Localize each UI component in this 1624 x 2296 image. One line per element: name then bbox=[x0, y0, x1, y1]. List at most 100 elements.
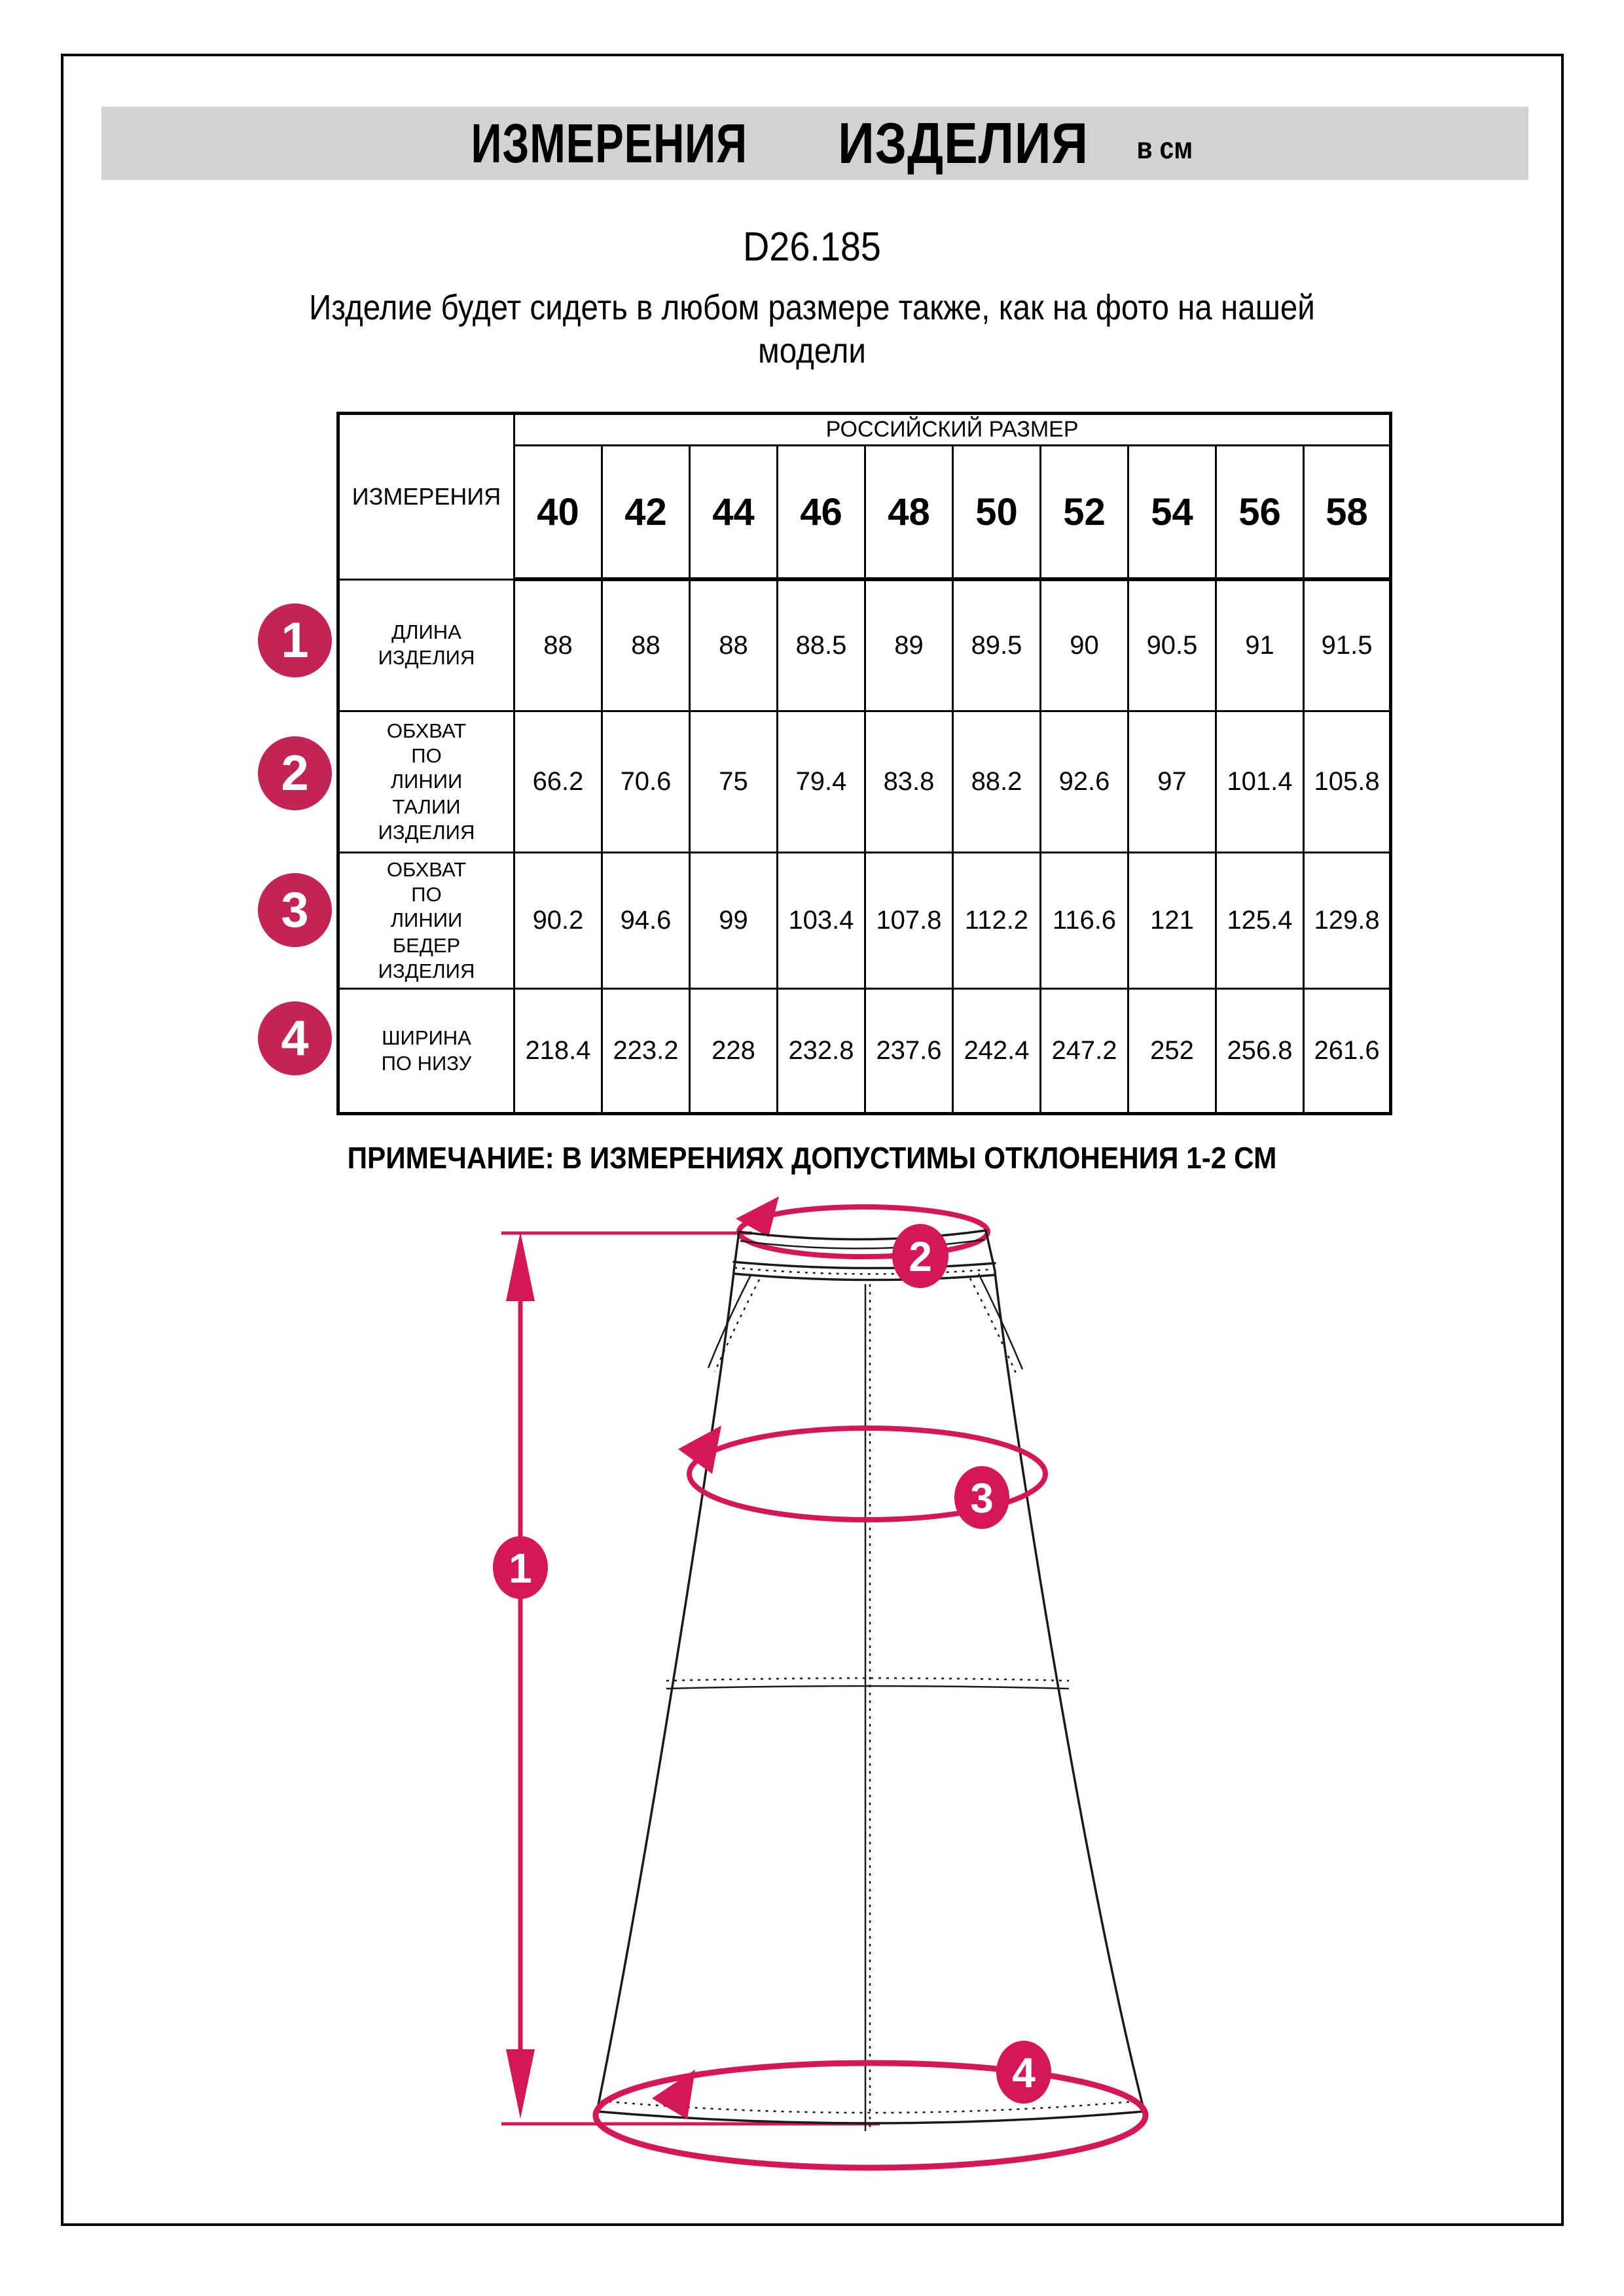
row-marker-4: 4 bbox=[258, 1001, 332, 1075]
value-cell: 237.6 bbox=[864, 988, 954, 1115]
value-cell: 94.6 bbox=[601, 852, 691, 990]
row-marker-3: 3 bbox=[258, 873, 332, 947]
value-cell: 218.4 bbox=[513, 988, 603, 1115]
size-cell: 50 bbox=[952, 444, 1041, 581]
size-cell: 46 bbox=[776, 444, 866, 581]
value-cell: 97 bbox=[1127, 710, 1217, 853]
tolerance-note: ПРИМЕЧАНИЕ: В ИЗМЕРЕНИЯХ ДОПУСТИМЫ ОТКЛО… bbox=[347, 1141, 1277, 1175]
measurements-table: ИЗМЕРЕНИЯ РОССИЙСКИЙ РАЗМЕР 40 42 44 46 … bbox=[336, 412, 1393, 1115]
value-cell: 242.4 bbox=[952, 988, 1041, 1115]
page-border-frame bbox=[61, 54, 1564, 2226]
value-cell: 91 bbox=[1215, 578, 1305, 712]
value-cell: 88 bbox=[513, 578, 603, 712]
value-cell: 79.4 bbox=[776, 710, 866, 853]
diagram-marker-2-label: 2 bbox=[909, 1233, 932, 1280]
table-row-length: ДЛИНА ИЗДЕЛИЯ 88 88 88 88.5 89 89.5 90 9… bbox=[337, 578, 1392, 712]
value-cell: 66.2 bbox=[513, 710, 603, 853]
row-marker-2: 2 bbox=[258, 736, 332, 810]
table-row-waist: ОБХВАТ ПО ЛИНИИ ТАЛИИ ИЗДЕЛИЯ 66.2 70.6 … bbox=[337, 710, 1392, 853]
arrow-up-icon bbox=[506, 1232, 535, 1301]
title-unit: в см bbox=[1136, 131, 1193, 165]
value-cell: 88.2 bbox=[952, 710, 1041, 853]
size-cell: 58 bbox=[1302, 444, 1392, 581]
value-cell: 103.4 bbox=[776, 852, 866, 990]
measure-column-header: ИЗМЕРЕНИЯ bbox=[337, 412, 515, 581]
table-row-hips: ОБХВАТ ПО ЛИНИИ БЕДЕР ИЗДЕЛИЯ 90.2 94.6 … bbox=[337, 852, 1392, 990]
row-label: ДЛИНА ИЗДЕЛИЯ bbox=[337, 578, 515, 712]
value-cell: 105.8 bbox=[1302, 710, 1392, 853]
value-cell: 89 bbox=[864, 578, 954, 712]
left-side-seam bbox=[596, 1271, 735, 2113]
diagram-marker-4 bbox=[996, 2041, 1051, 2104]
subtitle-line-1: Изделие будет сидеть в любом размере так… bbox=[309, 288, 1315, 327]
value-cell: 125.4 bbox=[1215, 852, 1305, 990]
value-cell: 232.8 bbox=[776, 988, 866, 1115]
right-pocket-stitch-line bbox=[969, 1278, 1017, 1374]
hem-arrow-icon bbox=[652, 2070, 695, 2119]
value-cell: 90.2 bbox=[513, 852, 603, 990]
value-cell: 99 bbox=[689, 852, 778, 990]
row-label: ОБХВАТ ПО ЛИНИИ БЕДЕР ИЗДЕЛИЯ bbox=[337, 852, 515, 990]
mid-seam-stitch-line bbox=[666, 1677, 1070, 1682]
value-cell: 92.6 bbox=[1039, 710, 1129, 853]
row-label: ОБХВАТ ПО ЛИНИИ ТАЛИИ ИЗДЕЛИЯ bbox=[337, 710, 515, 853]
waist-arrow-icon bbox=[736, 1196, 779, 1237]
waistband-right-edge bbox=[984, 1229, 996, 1272]
waistband-top-inner-line bbox=[740, 1238, 985, 1249]
subtitle-line-2: модели bbox=[758, 331, 866, 370]
value-cell: 75 bbox=[689, 710, 778, 853]
value-cell: 261.6 bbox=[1302, 988, 1392, 1115]
waistband-top-edge bbox=[738, 1229, 987, 1241]
waistband-bottom-edge bbox=[732, 1261, 996, 1270]
value-cell: 129.8 bbox=[1302, 852, 1392, 990]
value-cell: 107.8 bbox=[864, 852, 954, 990]
value-cell: 88 bbox=[601, 578, 691, 712]
value-cell: 228 bbox=[689, 988, 778, 1115]
diagram-marker-2 bbox=[892, 1224, 948, 1288]
value-cell: 70.6 bbox=[601, 710, 691, 853]
right-pocket-line bbox=[977, 1273, 1024, 1370]
diagram-marker-3-label: 3 bbox=[970, 1475, 994, 1522]
arrow-down-icon bbox=[506, 2049, 535, 2119]
value-cell: 116.6 bbox=[1039, 852, 1129, 990]
size-system-header: РОССИЙСКИЙ РАЗМЕР bbox=[513, 412, 1392, 446]
value-cell: 112.2 bbox=[952, 852, 1041, 990]
value-cell: 90 bbox=[1039, 578, 1129, 712]
model-number: D26.185 bbox=[743, 224, 881, 270]
value-cell: 89.5 bbox=[952, 578, 1041, 712]
mid-seam-line bbox=[666, 1685, 1070, 1690]
diagram-marker-1 bbox=[493, 1536, 548, 1599]
left-pocket-line bbox=[707, 1274, 752, 1369]
row-marker-1: 1 bbox=[258, 603, 332, 677]
waistband-left-edge bbox=[732, 1230, 740, 1272]
diagram-marker-1-label: 1 bbox=[509, 1545, 532, 1592]
left-pocket-stitch-line bbox=[713, 1279, 761, 1372]
hip-girth-ellipse bbox=[687, 1426, 1048, 1522]
value-cell: 247.2 bbox=[1039, 988, 1129, 1115]
value-cell: 252 bbox=[1127, 988, 1217, 1115]
hem-edge bbox=[596, 2110, 1146, 2125]
value-cell: 91.5 bbox=[1302, 578, 1392, 712]
size-cell: 42 bbox=[601, 444, 691, 581]
value-cell: 121 bbox=[1127, 852, 1217, 990]
row-label: ШИРИНА ПО НИЗУ bbox=[337, 988, 515, 1115]
diagram-marker-4-label: 4 bbox=[1012, 2049, 1036, 2096]
size-header-row: 40 42 44 46 48 50 52 54 56 58 bbox=[338, 444, 1392, 581]
diagram-marker-3 bbox=[954, 1466, 1009, 1529]
hem-width-ellipse bbox=[592, 2060, 1149, 2171]
right-side-seam bbox=[994, 1271, 1146, 2113]
waistband-seam-line bbox=[732, 1272, 996, 1282]
value-cell: 101.4 bbox=[1215, 710, 1305, 853]
skirt-technical-drawing: 1 2 3 4 bbox=[493, 1196, 1149, 2171]
size-cell: 56 bbox=[1215, 444, 1305, 581]
value-cell: 90.5 bbox=[1127, 578, 1217, 712]
page-title-bold: ИЗДЕЛИЯ bbox=[837, 111, 1089, 175]
size-cell: 54 bbox=[1127, 444, 1217, 581]
subtitle: Изделие будет сидеть в любом размере так… bbox=[98, 287, 1526, 373]
value-cell: 256.8 bbox=[1215, 988, 1305, 1115]
hip-arrow-icon bbox=[678, 1426, 721, 1474]
size-cell: 48 bbox=[864, 444, 954, 581]
value-cell: 88.5 bbox=[776, 578, 866, 712]
table-row-hem-width: ШИРИНА ПО НИЗУ 218.4 223.2 228 232.8 237… bbox=[337, 988, 1392, 1115]
